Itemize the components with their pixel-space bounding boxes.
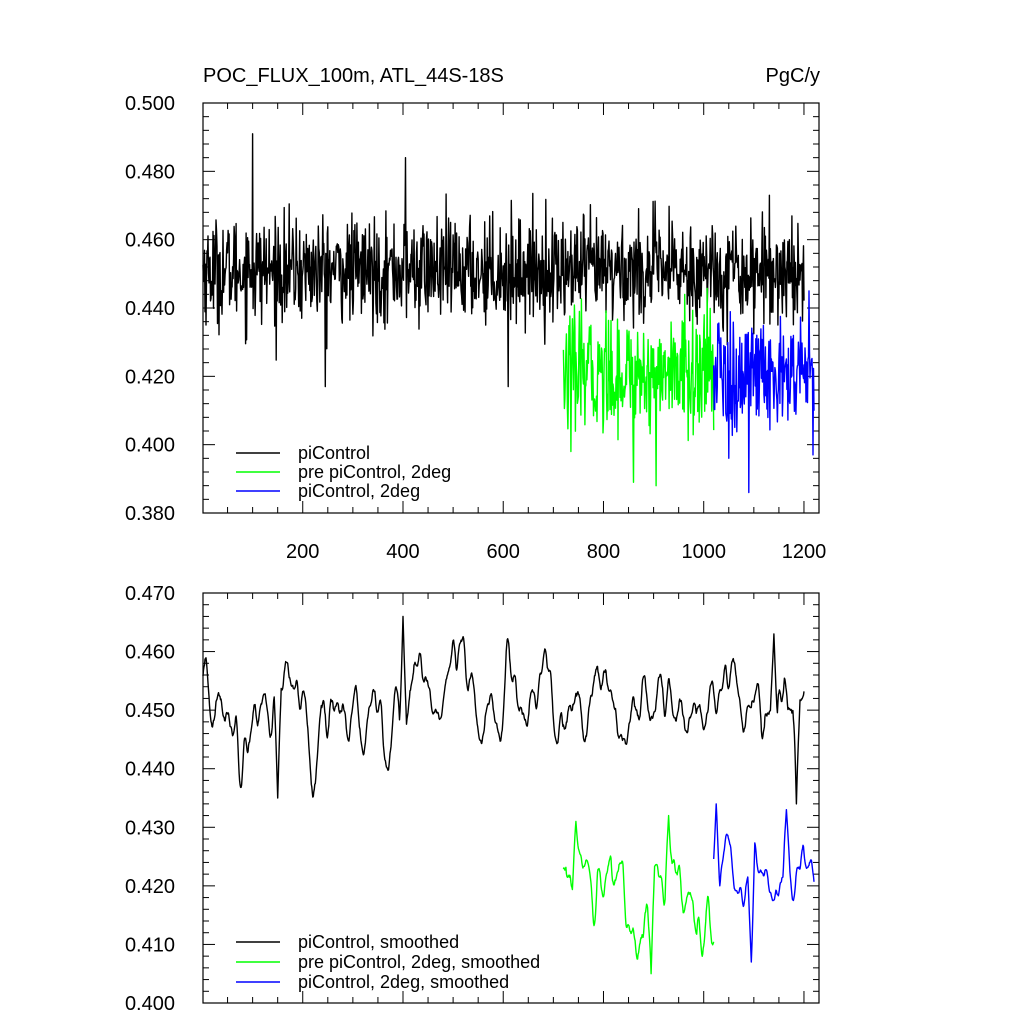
bottom-panel: 0.400 0.410 0.420 0.430 0.440 0.450 0.460 0.470… xyxy=(125,583,820,1015)
series-line-picontrol-smoothed xyxy=(202,615,805,805)
top-panel: 0.380 0.400 0.420 0.440 0.460 0.480 0.500 200 4… xyxy=(125,93,826,563)
series-line-picontrol-2deg-smoothed xyxy=(713,803,815,963)
series-line-picontrol-2deg xyxy=(713,290,815,494)
x-tick-label: 600 xyxy=(487,541,520,563)
x-tick-label: 400 xyxy=(386,541,419,563)
y-tick-label: 0.440 xyxy=(125,298,175,320)
y-tick-label: 0.430 xyxy=(125,817,175,839)
y-tick-label: 0.420 xyxy=(125,876,175,898)
y-tick-label: 0.460 xyxy=(125,230,175,252)
chart-title: POC_FLUX_100m, ATL_44S-18S xyxy=(203,65,504,87)
series-line-pre-picontrol-2deg-smoothed xyxy=(562,814,715,975)
units-label: PgC/y xyxy=(766,65,820,87)
bottom-legend: piControl, smoothed pre piControl, 2deg,… xyxy=(236,932,540,992)
legend-label-pre-picontrol-2deg-smoothed: pre piControl, 2deg, smoothed xyxy=(298,952,540,972)
series-line-pre-picontrol-2deg xyxy=(562,287,715,487)
y-tick-label: 0.410 xyxy=(125,934,175,956)
legend-label-picontrol-2deg: piControl, 2deg xyxy=(298,481,420,501)
x-tick-label: 1200 xyxy=(782,541,827,563)
top-series-group xyxy=(202,133,815,494)
legend-label-picontrol-smoothed: piControl, smoothed xyxy=(298,932,459,952)
y-tick-label: 0.500 xyxy=(125,93,175,115)
y-tick-label: 0.440 xyxy=(125,759,175,781)
x-tick-label: 800 xyxy=(587,541,620,563)
y-tick-label: 0.380 xyxy=(125,503,175,525)
y-tick-label: 0.460 xyxy=(125,642,175,664)
legend-label-picontrol-2deg-smoothed: piControl, 2deg, smoothed xyxy=(298,972,509,992)
y-tick-label: 0.420 xyxy=(125,366,175,388)
legend-label-pre-picontrol-2deg: pre piControl, 2deg xyxy=(298,462,451,482)
y-tick-label: 0.480 xyxy=(125,161,175,183)
series-line-picontrol xyxy=(202,133,805,388)
x-tick-label: 1000 xyxy=(681,541,726,563)
legend-label-picontrol: piControl xyxy=(298,443,370,463)
bottom-series-group xyxy=(202,615,815,975)
bottom-plot-frame xyxy=(202,592,820,1004)
y-tick-label: 0.400 xyxy=(125,435,175,457)
top-legend: piControl pre piControl, 2deg piControl,… xyxy=(236,443,451,501)
y-tick-label: 0.470 xyxy=(125,583,175,605)
y-tick-label: 0.450 xyxy=(125,700,175,722)
y-tick-label: 0.400 xyxy=(125,993,175,1015)
x-tick-label: 200 xyxy=(286,541,319,563)
